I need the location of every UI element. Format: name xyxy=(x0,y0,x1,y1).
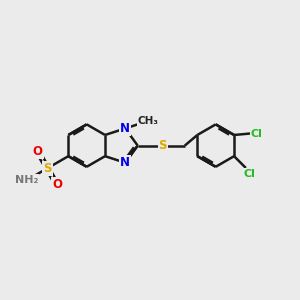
Text: N: N xyxy=(120,122,130,135)
Text: O: O xyxy=(33,145,43,158)
Text: CH₃: CH₃ xyxy=(138,116,159,126)
Text: Cl: Cl xyxy=(243,169,255,179)
Text: N: N xyxy=(120,156,130,169)
Text: Cl: Cl xyxy=(251,128,263,139)
Text: O: O xyxy=(52,178,62,191)
Text: S: S xyxy=(43,162,52,175)
Text: NH₂: NH₂ xyxy=(15,175,38,185)
Text: S: S xyxy=(158,139,167,152)
